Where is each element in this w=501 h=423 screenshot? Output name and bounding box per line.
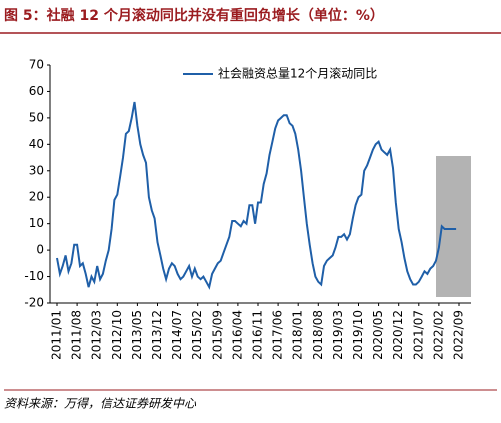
y-tick-label: -10 xyxy=(24,269,44,283)
x-tick-label: 2021/07 xyxy=(411,310,425,360)
y-tick-label: 0 xyxy=(36,243,44,257)
x-tick-label: 2019/03 xyxy=(331,310,345,360)
y-tick-label: 40 xyxy=(29,137,44,151)
y-tick-label: 30 xyxy=(29,163,44,177)
y-tick-label: 50 xyxy=(29,110,44,124)
x-tick-label: 2013/12 xyxy=(150,310,164,360)
legend-label: 社会融资总量12个月滚动同比 xyxy=(218,66,377,81)
chart-title: 图 5：社融 12 个月滚动同比并没有重回负增长（单位：%） xyxy=(4,7,384,24)
source-note: 资料来源：万得，信达证券研发中心 xyxy=(4,397,197,411)
x-tick-label: 2013/05 xyxy=(130,310,144,360)
x-tick-label: 2015/02 xyxy=(190,310,204,360)
x-tick-label: 2016/04 xyxy=(230,310,244,360)
x-tick-label: 2022/09 xyxy=(452,310,466,360)
y-tick-label: 20 xyxy=(29,190,44,204)
x-tick-label: 2012/03 xyxy=(90,310,104,360)
y-tick-label: 10 xyxy=(29,216,44,230)
x-tick-label: 2019/10 xyxy=(351,310,365,360)
x-tick-label: 2018/08 xyxy=(311,310,325,360)
x-tick-label: 2015/09 xyxy=(210,310,224,360)
x-tick-label: 2014/07 xyxy=(170,310,184,360)
x-tick-label: 2020/12 xyxy=(391,310,405,360)
x-tick-label: 2012/10 xyxy=(110,310,124,360)
y-tick-label: -20 xyxy=(24,296,44,310)
x-tick-label: 2011/08 xyxy=(70,310,84,360)
x-tick-label: 2017/06 xyxy=(271,310,285,360)
x-tick-label: 2018/01 xyxy=(291,310,305,360)
x-tick-label: 2011/01 xyxy=(50,310,64,360)
x-tick-label: 2022/02 xyxy=(431,310,445,360)
y-tick-label: 60 xyxy=(29,84,44,98)
x-tick-label: 2020/05 xyxy=(371,310,385,360)
y-tick-label: 70 xyxy=(29,58,44,72)
x-tick-label: 2016/11 xyxy=(251,310,265,360)
line-series xyxy=(56,101,457,290)
